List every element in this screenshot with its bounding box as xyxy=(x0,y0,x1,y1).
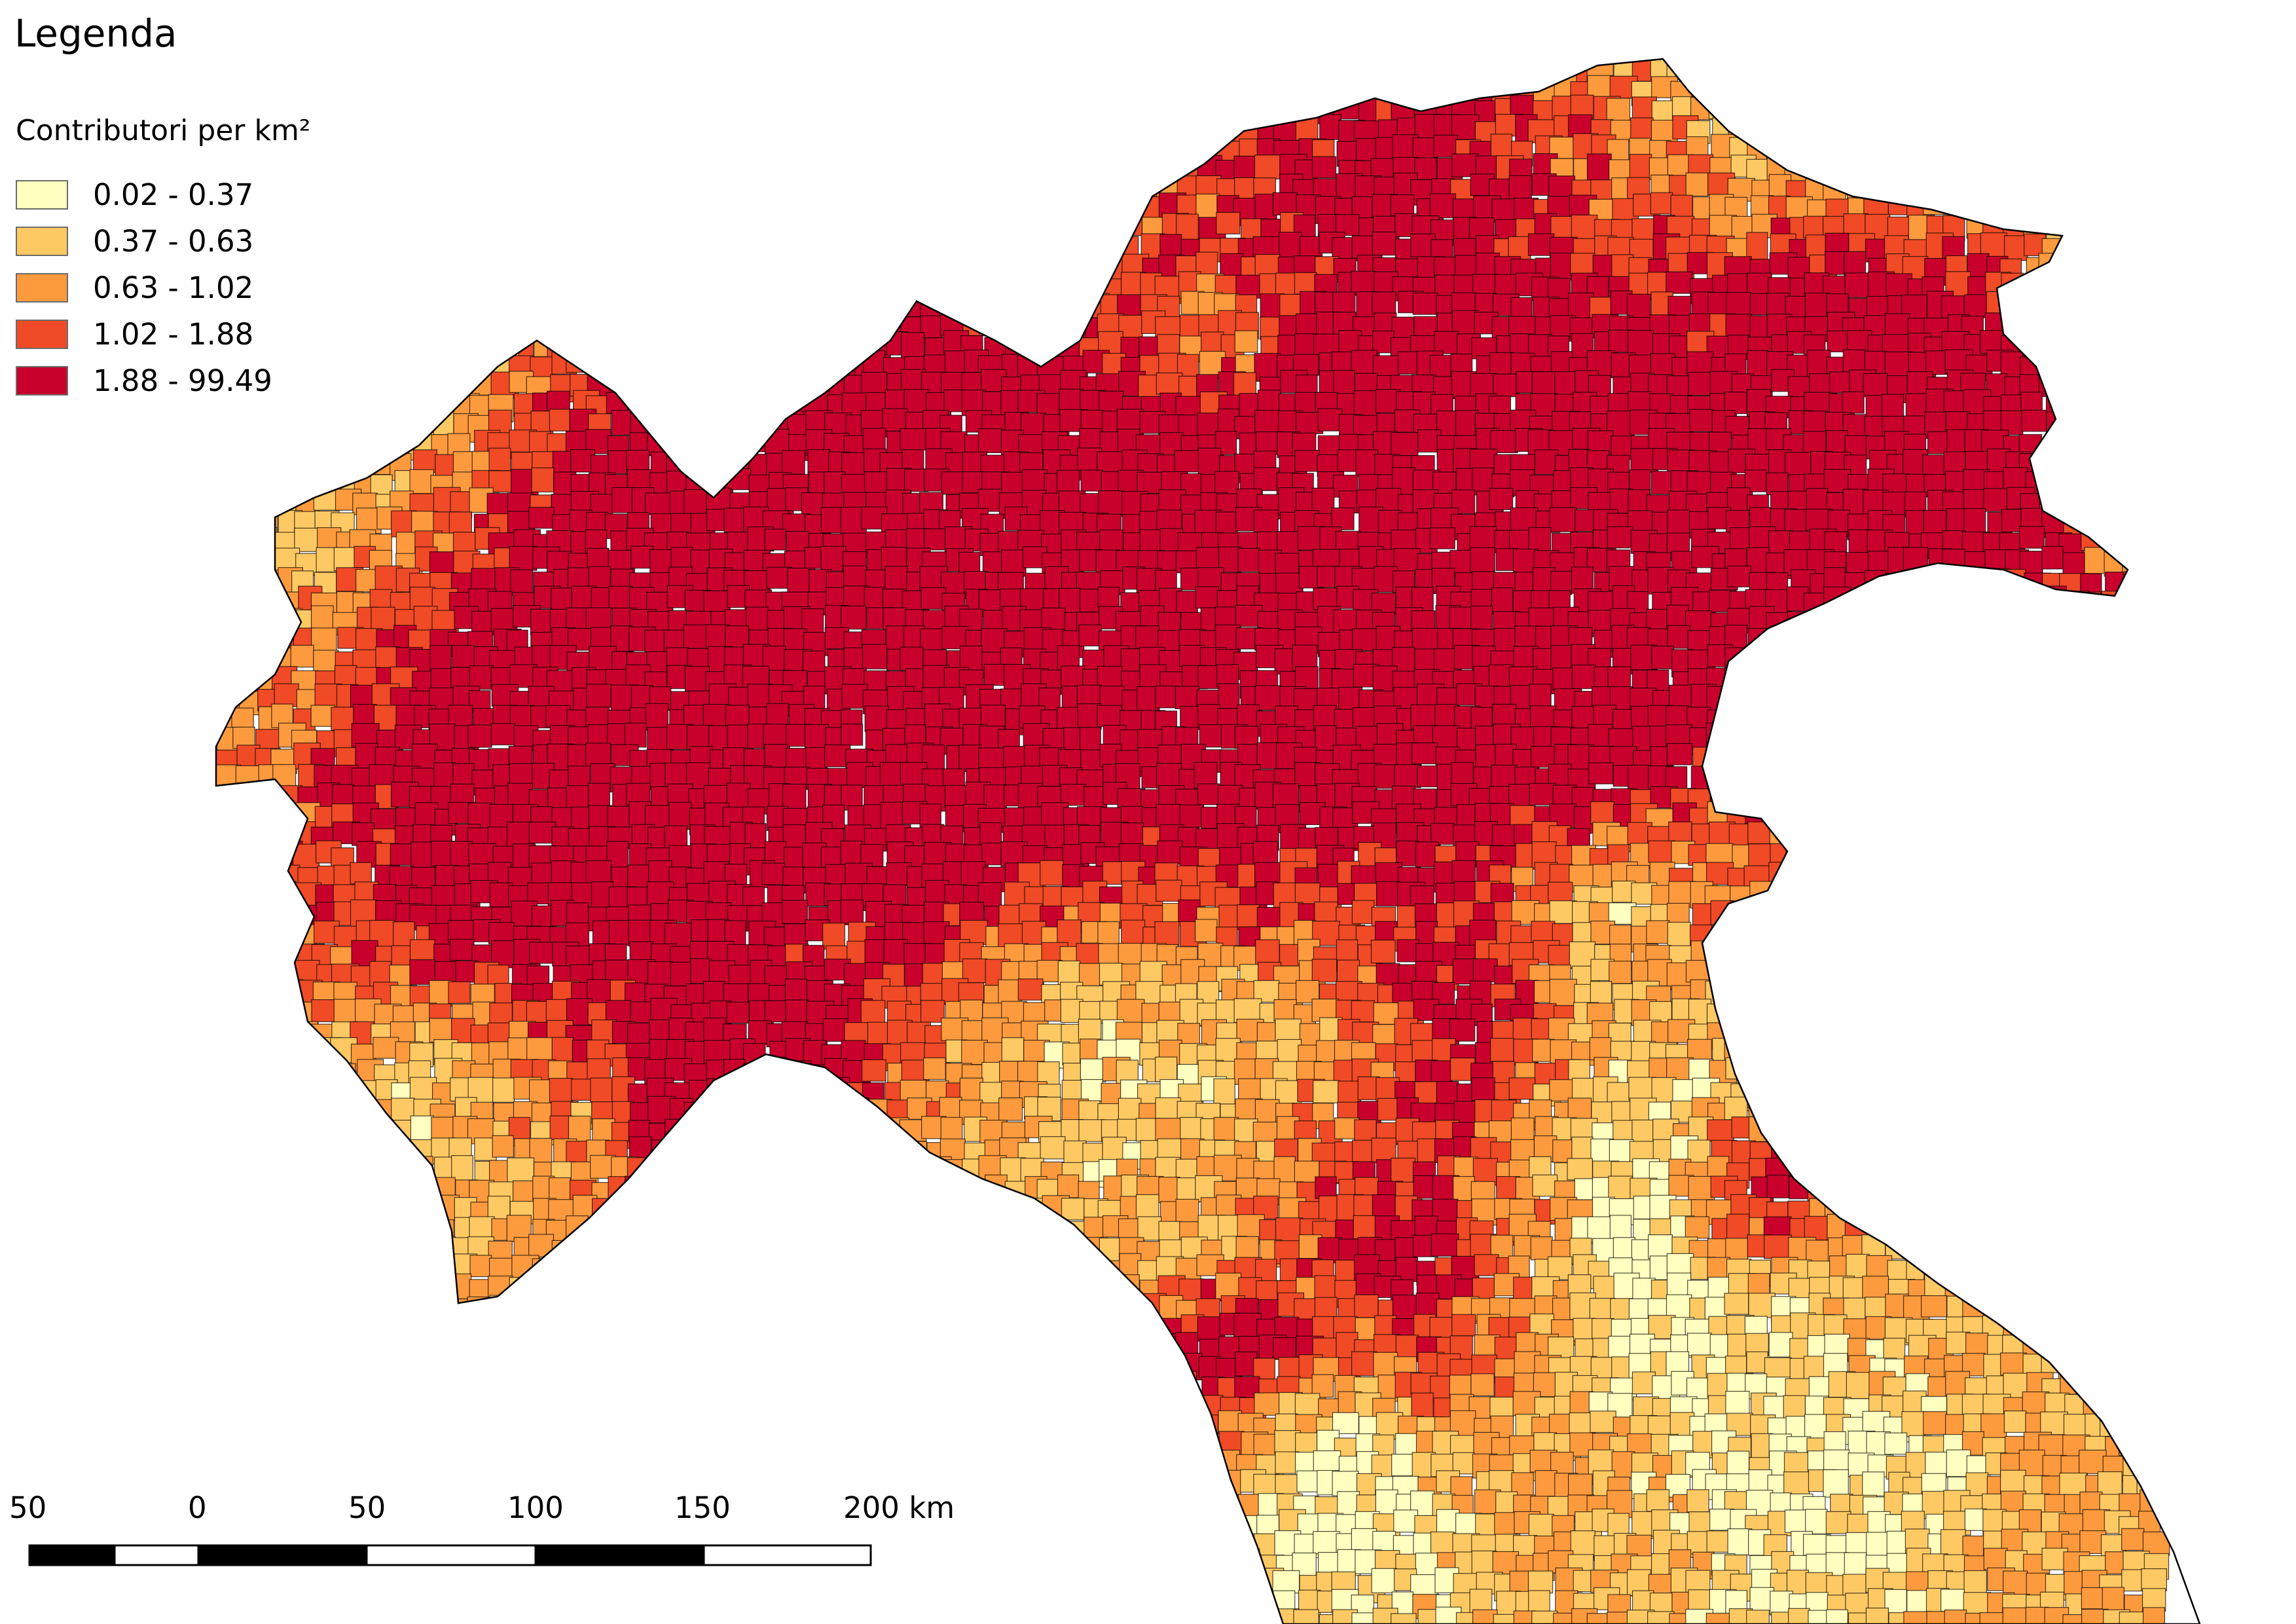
scale-label: 100 xyxy=(507,1490,564,1525)
legend-swatch xyxy=(16,366,68,396)
scale-bar-segment xyxy=(365,1544,537,1566)
scale-label: 150 xyxy=(674,1490,731,1525)
legend-item: 0.63 - 1.02 xyxy=(16,265,272,311)
scale-bar-segment xyxy=(534,1544,705,1566)
scale-bar xyxy=(28,1544,872,1566)
scale-label: 200 km xyxy=(843,1490,955,1525)
legend-subtitle: Contributori per km² xyxy=(16,114,311,147)
legend-item: 1.02 - 1.88 xyxy=(16,311,272,358)
scale-bar-segment xyxy=(702,1544,872,1566)
legend-swatch xyxy=(16,227,68,256)
scale-label: 0 xyxy=(188,1490,207,1525)
legend-title: Legenda xyxy=(14,11,177,56)
legend-label: 1.02 - 1.88 xyxy=(93,317,254,352)
legend-label: 0.37 - 0.63 xyxy=(93,224,254,259)
legend-label: 1.88 - 99.49 xyxy=(93,363,272,398)
legend-label: 0.02 - 0.37 xyxy=(93,177,254,212)
legend-item: 0.37 - 0.63 xyxy=(16,218,272,265)
legend-swatch xyxy=(16,320,68,349)
scale-label: 50 xyxy=(348,1490,386,1525)
scale-bar-segment xyxy=(28,1544,116,1566)
legend-label: 0.63 - 1.02 xyxy=(93,270,254,305)
scale-bar-segment xyxy=(197,1544,368,1566)
legend-item: 0.02 - 0.37 xyxy=(16,172,272,218)
legend-item: 1.88 - 99.49 xyxy=(16,358,272,404)
legend-swatch xyxy=(16,273,68,303)
scale-label: 50 xyxy=(9,1490,47,1525)
legend-list: 0.02 - 0.37 0.37 - 0.63 0.63 - 1.02 1.02… xyxy=(16,172,272,404)
scale-bar-segment xyxy=(113,1544,200,1566)
legend-swatch xyxy=(16,180,68,210)
